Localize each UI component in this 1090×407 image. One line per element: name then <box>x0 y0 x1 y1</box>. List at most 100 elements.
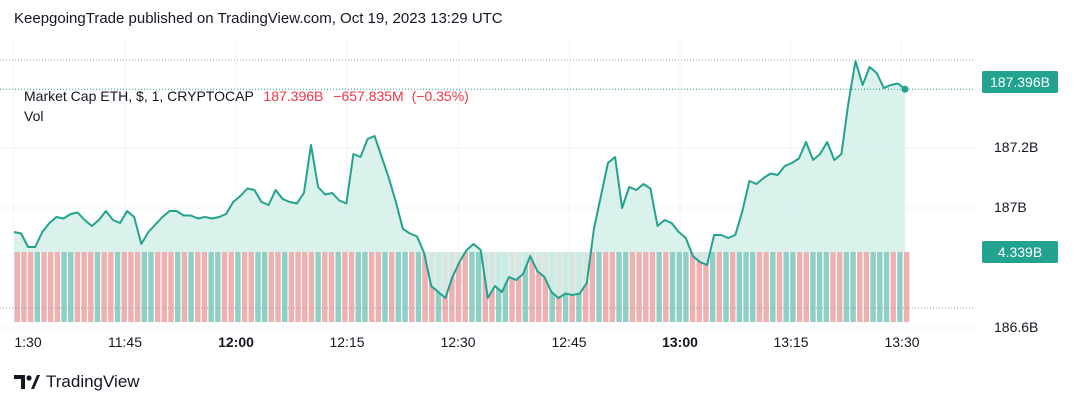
volume-bars <box>14 252 910 322</box>
volume-bar <box>228 252 234 322</box>
volume-bar <box>27 252 34 322</box>
volume-bar <box>582 252 589 322</box>
volume-bar <box>41 252 47 322</box>
volume-bar <box>235 252 241 322</box>
volume-bar <box>709 252 716 322</box>
volume-bar <box>783 252 789 322</box>
price-line <box>13 60 906 299</box>
volume-bar <box>857 252 863 322</box>
brand-name: TradingView <box>46 372 140 391</box>
volume-bar <box>61 252 67 322</box>
last-price-dot <box>901 85 909 93</box>
volume-bar <box>689 252 696 322</box>
volume-bar <box>288 252 295 322</box>
volume-bar <box>141 252 148 322</box>
volume-bar <box>649 252 656 322</box>
volume-bar <box>850 252 856 322</box>
volume-bar <box>255 252 261 322</box>
volume-bar <box>743 252 749 322</box>
volume-bar <box>201 252 208 322</box>
volume-bar <box>796 252 803 322</box>
volume-bar <box>402 252 408 322</box>
volume-bar <box>181 252 188 322</box>
volume-bar <box>54 252 61 322</box>
volume-bar <box>823 252 830 322</box>
volume-bar <box>348 252 355 322</box>
legend-symbol[interactable]: Market Cap ETH, $, 1, CRYPTOCAP <box>24 88 254 104</box>
x-tick-label: 1:30 <box>14 334 42 350</box>
volume-bar <box>810 252 816 322</box>
volume-bar <box>208 252 214 322</box>
volume-bar <box>215 252 221 322</box>
volume-bar <box>388 252 395 322</box>
legend: Market Cap ETH, $, 1, CRYPTOCAP 187.396B… <box>24 86 469 126</box>
volume-bar <box>609 252 616 322</box>
volume-bar <box>890 252 896 322</box>
volume-bar <box>750 252 756 322</box>
volume-bar <box>723 252 729 322</box>
volume-bar <box>462 252 468 322</box>
volume-bar <box>275 252 281 322</box>
volume-bar <box>877 252 883 322</box>
brand[interactable]: TradingView <box>14 372 140 392</box>
y-tick-label: 187B <box>994 199 1027 215</box>
volume-bar <box>536 252 542 322</box>
volume-bar <box>542 252 549 322</box>
volume-bar <box>14 252 20 322</box>
volume-bar <box>716 252 723 322</box>
volume-bar <box>322 252 328 322</box>
volume-tag: 4.339B <box>982 241 1058 263</box>
volume-bar <box>248 252 255 322</box>
volume-bar <box>47 252 54 322</box>
price-area-fill <box>14 61 905 298</box>
volume-bar <box>281 252 288 322</box>
chart-svg <box>0 40 975 329</box>
volume-bar <box>415 252 422 322</box>
volume-bar <box>21 252 27 322</box>
volume-bar <box>261 252 268 322</box>
volume-bar <box>114 252 121 322</box>
volume-bar <box>836 252 843 322</box>
volume-bar <box>295 252 301 322</box>
volume-bar <box>529 252 535 322</box>
volume-bar <box>736 252 743 322</box>
volume-bar <box>616 252 622 322</box>
volume-bar <box>602 252 609 322</box>
volume-bar <box>395 252 402 322</box>
legend-last: 187.396B <box>263 88 324 104</box>
volume-bar <box>409 252 415 322</box>
volume-bar <box>368 252 375 322</box>
volume-bar <box>636 252 642 322</box>
volume-bar <box>776 252 783 322</box>
volume-bar <box>830 252 836 322</box>
volume-bar <box>74 252 81 322</box>
volume-bar <box>763 252 769 322</box>
volume-bar <box>770 252 776 322</box>
volume-bar <box>449 252 455 322</box>
publish-line: KeepgoingTrade published on TradingView.… <box>14 10 503 27</box>
volume-bar <box>589 252 596 322</box>
volume-bar <box>509 252 515 322</box>
volume-bar <box>663 252 669 322</box>
x-tick-label: 12:30 <box>440 334 476 350</box>
volume-bar <box>94 252 101 322</box>
x-tick-label: 12:45 <box>551 334 587 350</box>
volume-bar <box>221 252 228 322</box>
volume-bar <box>375 252 382 322</box>
legend-change: −657.835M <box>333 88 404 104</box>
volume-bar <box>161 252 168 322</box>
volume-bar <box>168 252 174 322</box>
volume-bar <box>596 252 602 322</box>
volume-bar <box>67 252 74 322</box>
volume-bar <box>515 252 522 322</box>
volume-bar <box>134 252 141 322</box>
volume-bar <box>676 252 682 322</box>
volume-bar <box>302 252 308 322</box>
price-tag: 187.396B <box>982 71 1058 93</box>
volume-bar <box>195 252 201 322</box>
volume-bar <box>656 252 662 322</box>
legend-vol[interactable]: Vol <box>24 108 44 124</box>
volume-bar <box>790 252 796 322</box>
volume-bar <box>669 252 676 322</box>
volume-bar <box>803 252 810 322</box>
